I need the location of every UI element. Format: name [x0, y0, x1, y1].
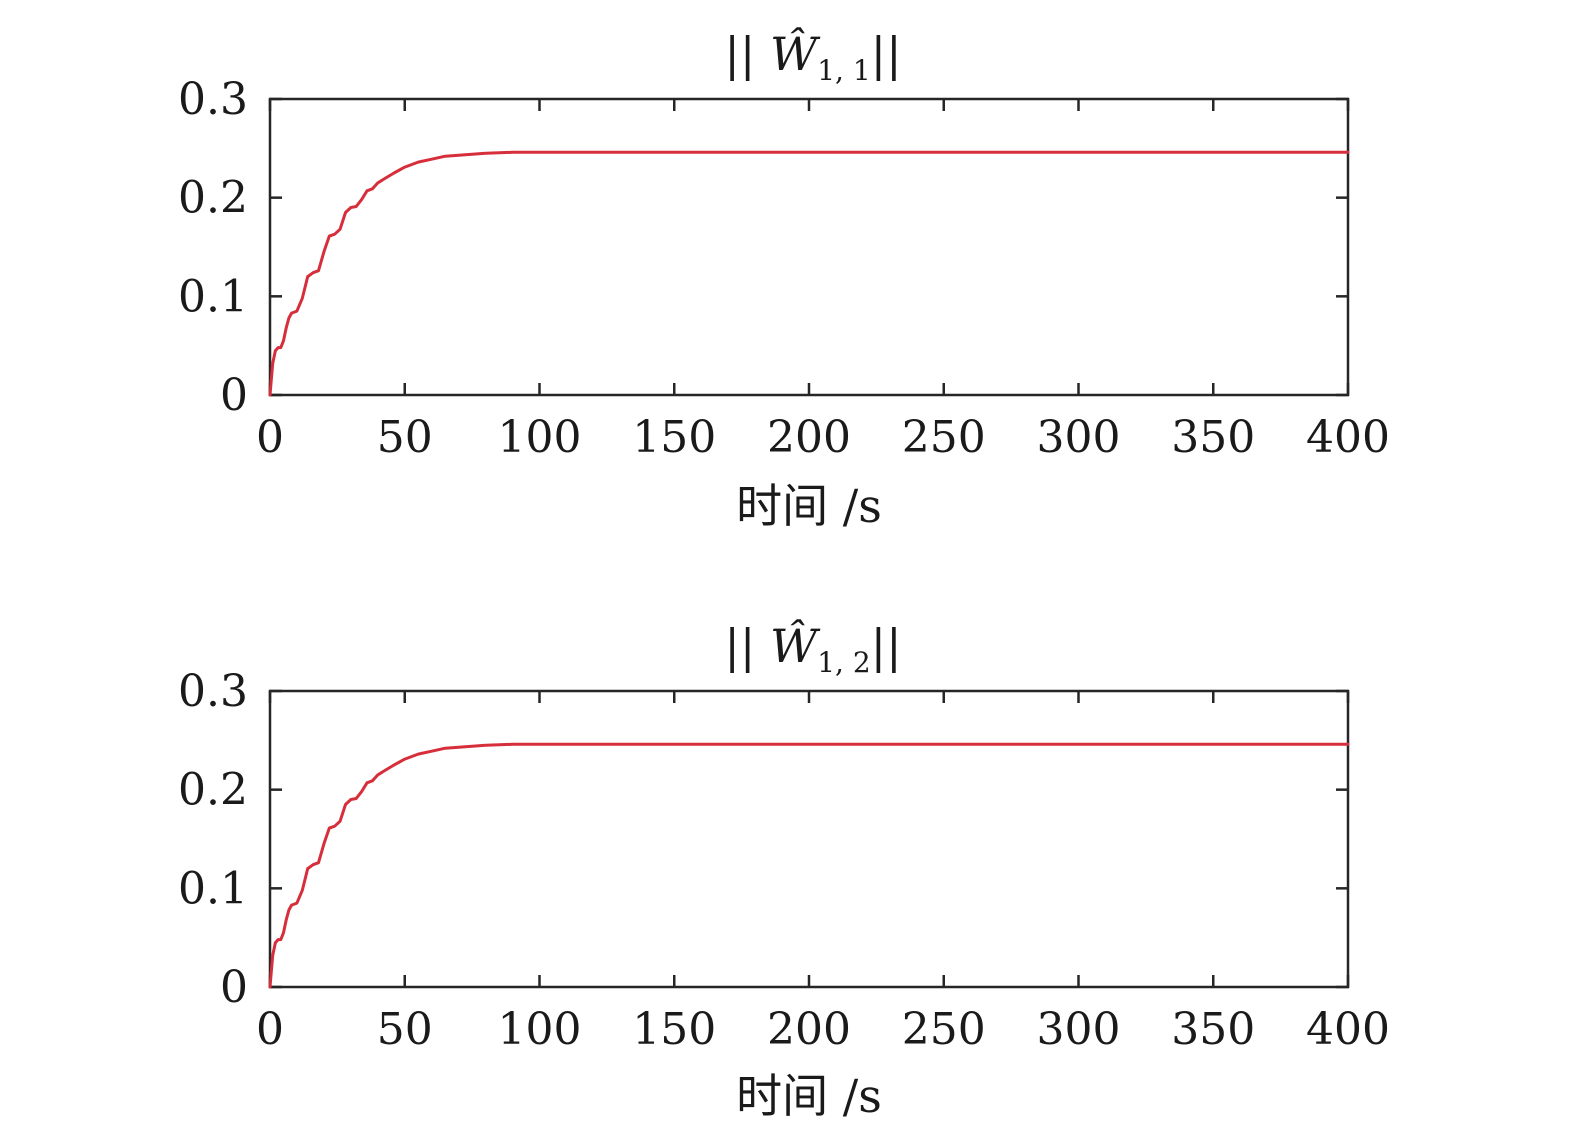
- chart-title: || Ŵ1, 2||: [724, 618, 901, 679]
- x-tick-label: 400: [1306, 1004, 1390, 1055]
- title-subscript: 1, 2: [817, 646, 870, 679]
- x-tick-label: 50: [377, 412, 433, 463]
- title-symbol: Ŵ: [770, 618, 821, 673]
- x-tick-label: 300: [1037, 1004, 1121, 1055]
- x-tick-label: 350: [1171, 1004, 1255, 1055]
- x-tick-label: 50: [377, 1004, 433, 1055]
- x-tick-label: 200: [767, 1004, 851, 1055]
- x-tick-label: 250: [902, 1004, 986, 1055]
- y-tick-label: 0.1: [178, 863, 248, 914]
- y-tick-label: 0: [220, 962, 248, 1013]
- x-tick-label: 250: [902, 412, 986, 463]
- x-tick-label: 100: [498, 1004, 582, 1055]
- y-tick-label: 0.2: [178, 173, 248, 224]
- subplot-top: || Ŵ1, 1||0 50 100 150 200 250 300 350 40000.10.…: [178, 26, 1390, 533]
- x-tick-label: 400: [1306, 412, 1390, 463]
- title-symbol: Ŵ: [770, 26, 821, 81]
- x-tick-label: 100: [498, 412, 582, 463]
- x-tick-label: 0: [256, 412, 284, 463]
- y-tick-label: 0.1: [178, 271, 248, 322]
- x-axis-label: 时间 /s: [736, 1069, 882, 1123]
- axes-frame: [268, 97, 1350, 397]
- y-tick-label: 0: [220, 370, 248, 421]
- x-tick-label: 150: [632, 1004, 716, 1055]
- y-tick-label: 0.2: [178, 765, 248, 816]
- x-tick-label: 200: [767, 412, 851, 463]
- title-prefix: ||: [724, 619, 770, 673]
- title-subscript: 1, 1: [817, 54, 870, 87]
- series-line: [268, 150, 1350, 397]
- title-suffix: ||: [871, 27, 902, 81]
- x-tick-label: 350: [1171, 412, 1255, 463]
- y-tick-label: 0.3: [178, 74, 248, 125]
- y-tick-label: 0.3: [178, 666, 248, 717]
- chart-title: || Ŵ1, 1||: [724, 26, 901, 87]
- series-line: [268, 742, 1350, 989]
- title-prefix: ||: [724, 27, 770, 81]
- x-tick-label: 150: [632, 412, 716, 463]
- subplot-bottom: || Ŵ1, 2||0 50 100 150 200 250 300 350 40000.10.…: [178, 618, 1390, 1123]
- x-tick-label: 300: [1037, 412, 1121, 463]
- title-suffix: ||: [871, 619, 902, 673]
- x-tick-label: 0: [256, 1004, 284, 1055]
- axes-frame: [268, 689, 1350, 989]
- x-axis-label: 时间 /s: [736, 479, 882, 533]
